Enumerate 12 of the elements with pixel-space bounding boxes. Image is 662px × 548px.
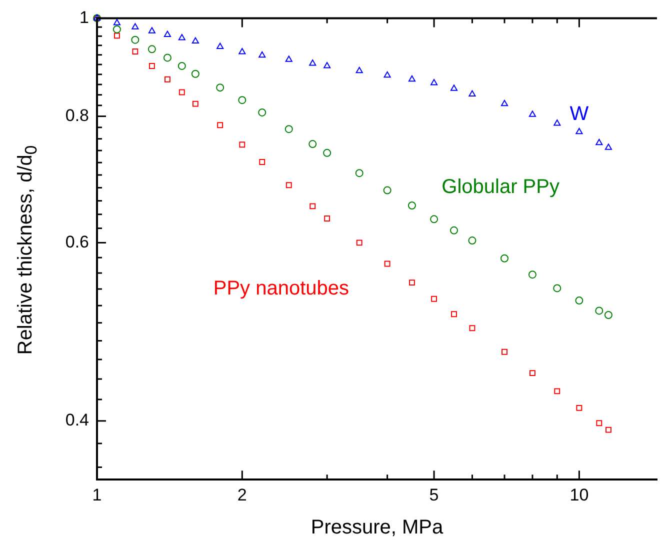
- y-tick-label: 0.6: [65, 232, 89, 252]
- series-label: W: [570, 103, 589, 126]
- x-tick-label: 2: [237, 485, 247, 504]
- y-tick-label: 0.8: [65, 106, 89, 125]
- series-label: PPy nanotubes: [213, 278, 350, 300]
- x-tick-label: 1: [92, 485, 102, 504]
- x-tick-label: 10: [570, 485, 589, 504]
- series-label: Globular PPy: [442, 176, 560, 198]
- x-tick-label: 5: [429, 485, 439, 504]
- y-tick-label: 1: [80, 8, 89, 27]
- y-tick-label: 0.4: [65, 410, 89, 430]
- x-axis-title: Pressure, MPa: [310, 516, 444, 539]
